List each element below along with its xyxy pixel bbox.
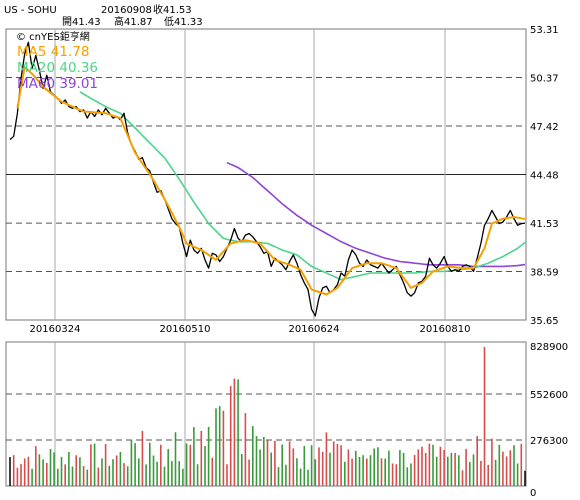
price-tick-label: 50.37	[530, 73, 559, 84]
price-tick-label: 38.59	[530, 268, 559, 279]
low-label: 低41.33	[164, 15, 203, 28]
watermark-text: © cnYES鉅亨網	[16, 30, 90, 43]
legend-ma60: MA60 39.01	[17, 76, 98, 92]
date-tick-label: 20160624	[289, 324, 340, 335]
series-line-ma5	[16, 66, 526, 296]
price-series	[9, 41, 526, 317]
legend-ma5: MA5 41.78	[17, 44, 89, 60]
price-tick-label: 44.48	[530, 171, 559, 182]
volume-axis-labels: 828900 552600 276300 0	[530, 342, 568, 499]
date-tick-label: 20160324	[30, 324, 81, 335]
price-axis-labels: 53.31 50.37 47.42 44.48 41.53 38.59 35.65	[530, 25, 559, 327]
volume-bars	[9, 347, 526, 486]
volume-grid	[6, 342, 526, 486]
legend-ma20: MA20 40.36	[17, 60, 98, 76]
volume-tick-label: 828900	[530, 342, 568, 353]
date-label: 20160908	[101, 5, 152, 16]
date-tick-label: 20160810	[420, 324, 471, 335]
volume-tick-label: 552600	[530, 390, 568, 401]
price-tick-label: 53.31	[530, 25, 559, 36]
volume-tick-label: 276300	[530, 436, 568, 447]
open-label: 開41.43	[62, 16, 101, 28]
ticker-label: US - SOHU	[4, 5, 57, 16]
volume-panel: 828900 552600 276300 0	[5, 341, 568, 499]
close-label: 收41.53	[153, 3, 192, 16]
price-panel: 53.31 50.37 47.42 44.48 41.53 38.59 35.65 2016…	[5, 25, 559, 335]
price-tick-label: 47.42	[530, 122, 559, 133]
date-axis-labels: 20160324 20160510 20160624 20160810	[30, 324, 471, 335]
price-grid	[6, 29, 526, 320]
date-tick-label: 20160510	[160, 324, 211, 335]
volume-tick-label: 0	[530, 488, 536, 499]
high-label: 高41.87	[114, 15, 153, 28]
price-tick-label: 41.53	[530, 219, 559, 230]
price-tick-label: 35.65	[530, 316, 559, 327]
volume-panel-frame	[5, 341, 527, 487]
